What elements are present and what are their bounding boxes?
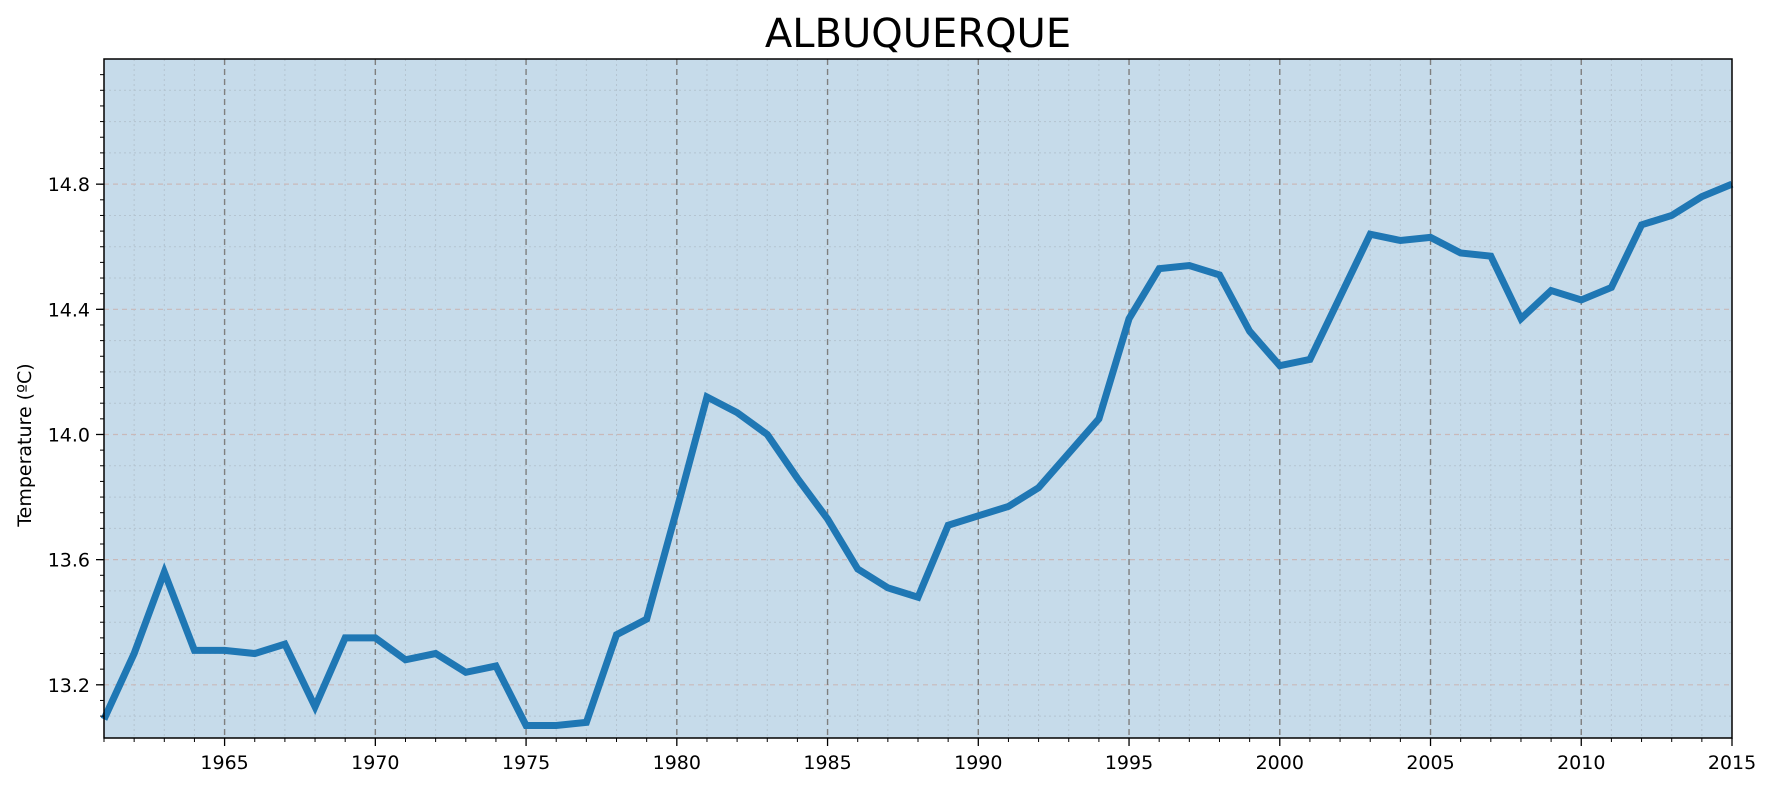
x-tick-label: 2005 (1406, 752, 1454, 774)
x-tick-label: 1985 (803, 752, 851, 774)
y-tick-label: 13.2 (48, 675, 90, 697)
x-tick-label: 1970 (351, 752, 399, 774)
x-tick-label: 2000 (1256, 752, 1304, 774)
x-tick-label: 2015 (1708, 752, 1756, 774)
y-tick-label: 14.8 (48, 174, 90, 196)
y-tick-label: 14.0 (48, 424, 90, 446)
x-tick-label: 2010 (1557, 752, 1605, 774)
x-tick-label: 1990 (954, 752, 1002, 774)
x-tick-label: 1965 (200, 752, 248, 774)
y-tick-label: 13.6 (48, 550, 90, 572)
y-axis-label: Temperature (ºC) (14, 363, 36, 527)
y-tick-label: 14.4 (48, 299, 90, 321)
x-tick-label: 1975 (502, 752, 550, 774)
plot-area: 1965 1970 1975 1980 1985 1990 1995 2000 2005 2010… (48, 58, 1756, 774)
x-tick-label: 1995 (1105, 752, 1153, 774)
x-tick-label: 1980 (653, 752, 701, 774)
chart-title: ALBUQUERQUE (765, 11, 1071, 57)
series-line (100, 180, 1734, 729)
